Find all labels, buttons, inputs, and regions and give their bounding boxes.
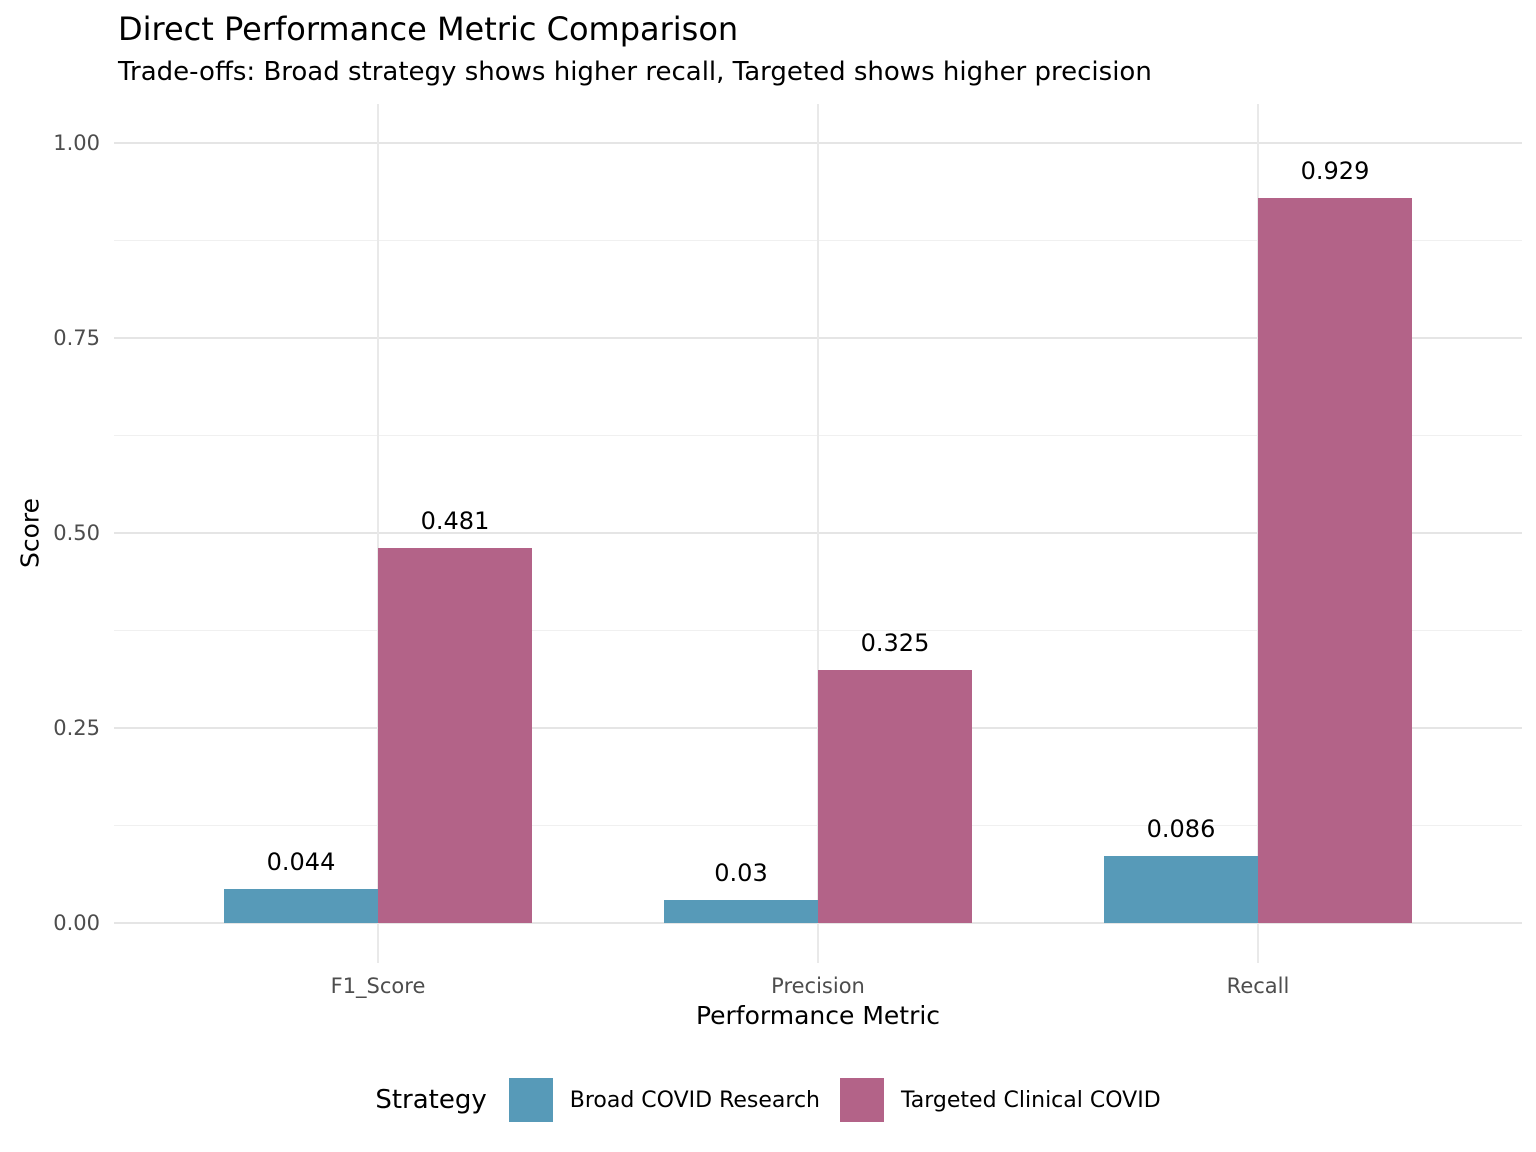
bar-value-label: 0.086 xyxy=(1146,814,1216,843)
x-tick-label: F1_Score xyxy=(330,974,426,998)
y-tick-label: 0.50 xyxy=(53,521,100,545)
legend-label: Broad COVID Research xyxy=(569,1087,820,1113)
bar-value-label: 0.044 xyxy=(266,847,336,876)
x-axis-title: Performance Metric xyxy=(695,1001,941,1030)
x-tick-label: Precision xyxy=(771,974,865,998)
bar xyxy=(818,669,972,923)
legend-item: Targeted Clinical COVID xyxy=(839,1078,1161,1122)
x-tick-label: Recall xyxy=(1226,974,1290,998)
bar xyxy=(224,888,378,923)
y-axis-title: Score xyxy=(15,497,45,569)
bar xyxy=(1104,855,1258,923)
bar xyxy=(1258,198,1412,923)
legend-swatch xyxy=(508,1078,553,1122)
bar-value-label: 0.481 xyxy=(420,506,490,535)
chart-title: Direct Performance Metric Comparison xyxy=(118,10,739,48)
legend: Strategy Broad COVID Research Targeted Cl… xyxy=(0,1072,1536,1128)
y-tick-label: 1.00 xyxy=(53,131,100,155)
bar xyxy=(664,899,818,923)
legend-title: Strategy xyxy=(375,1085,487,1115)
bar xyxy=(378,547,532,923)
bar-value-label: 0.325 xyxy=(860,628,930,657)
legend-label: Targeted Clinical COVID xyxy=(900,1087,1161,1113)
y-tick-label: 0.25 xyxy=(53,716,100,740)
gridline-major-v xyxy=(817,104,819,963)
legend-swatch xyxy=(839,1078,884,1122)
y-tick-label: 0.00 xyxy=(53,911,100,935)
chart-subtitle: Trade-offs: Broad strategy shows higher … xyxy=(118,57,1152,87)
bar-value-label: 0.03 xyxy=(714,858,768,887)
bar-value-label: 0.929 xyxy=(1300,157,1370,186)
y-tick-label: 0.75 xyxy=(53,326,100,350)
legend-item: Broad COVID Research xyxy=(508,1078,820,1122)
gridline-major-v xyxy=(377,104,379,963)
